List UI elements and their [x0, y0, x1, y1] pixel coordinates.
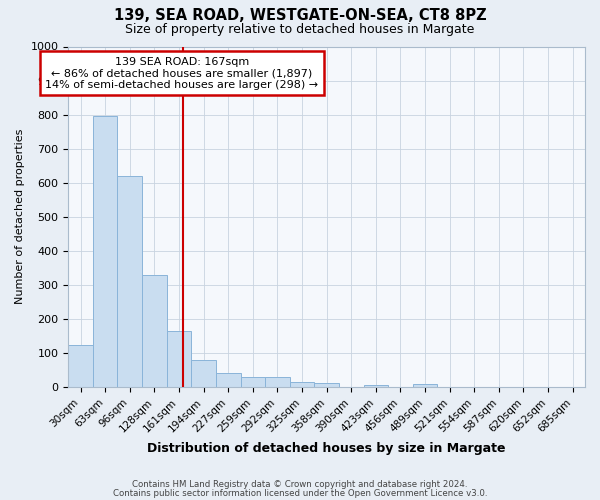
X-axis label: Distribution of detached houses by size in Margate: Distribution of detached houses by size …	[148, 442, 506, 455]
Text: Size of property relative to detached houses in Margate: Size of property relative to detached ho…	[125, 22, 475, 36]
Bar	[290, 382, 314, 387]
Bar	[118, 176, 142, 387]
Bar	[68, 344, 93, 387]
Text: 139 SEA ROAD: 167sqm
← 86% of detached houses are smaller (1,897)
14% of semi-de: 139 SEA ROAD: 167sqm ← 86% of detached h…	[46, 56, 319, 90]
Bar	[314, 383, 339, 387]
Bar	[265, 377, 290, 387]
Bar	[142, 274, 167, 387]
Bar	[413, 384, 437, 387]
Bar	[191, 360, 216, 387]
Text: Contains public sector information licensed under the Open Government Licence v3: Contains public sector information licen…	[113, 490, 487, 498]
Bar	[241, 377, 265, 387]
Bar	[216, 374, 241, 387]
Bar	[93, 116, 118, 387]
Text: 139, SEA ROAD, WESTGATE-ON-SEA, CT8 8PZ: 139, SEA ROAD, WESTGATE-ON-SEA, CT8 8PZ	[113, 8, 487, 22]
Bar	[364, 386, 388, 387]
Bar	[167, 331, 191, 387]
Y-axis label: Number of detached properties: Number of detached properties	[15, 129, 25, 304]
Text: Contains HM Land Registry data © Crown copyright and database right 2024.: Contains HM Land Registry data © Crown c…	[132, 480, 468, 489]
